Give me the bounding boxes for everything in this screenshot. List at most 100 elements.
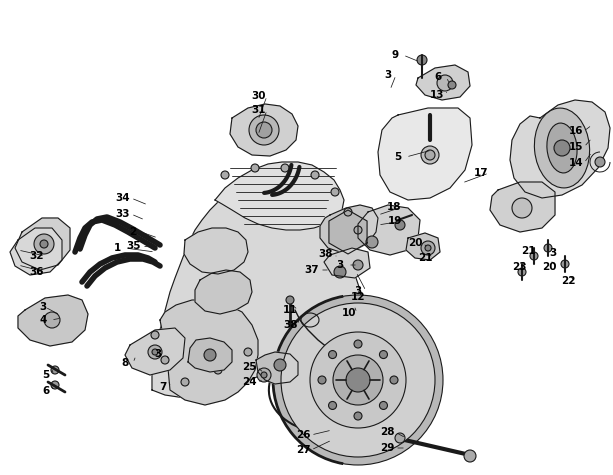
- Circle shape: [221, 171, 229, 179]
- Circle shape: [554, 140, 570, 156]
- Circle shape: [44, 312, 60, 328]
- Text: 24: 24: [242, 377, 256, 387]
- Circle shape: [344, 208, 352, 216]
- Circle shape: [40, 240, 48, 248]
- Text: 16: 16: [569, 126, 583, 136]
- Circle shape: [310, 332, 406, 428]
- Text: 23: 23: [512, 262, 526, 272]
- Circle shape: [249, 115, 279, 145]
- Circle shape: [425, 245, 431, 251]
- Text: 14: 14: [569, 158, 584, 168]
- Circle shape: [464, 450, 476, 462]
- Text: 9: 9: [392, 50, 398, 60]
- Circle shape: [395, 220, 405, 230]
- Text: 36: 36: [30, 267, 44, 277]
- Circle shape: [595, 157, 605, 167]
- Text: 19: 19: [388, 216, 402, 226]
- Circle shape: [561, 260, 569, 268]
- Circle shape: [333, 355, 383, 405]
- Text: 30: 30: [252, 91, 266, 101]
- Circle shape: [214, 366, 222, 374]
- Circle shape: [286, 296, 294, 304]
- Text: 3: 3: [549, 248, 557, 258]
- Circle shape: [273, 295, 443, 465]
- Polygon shape: [510, 100, 610, 198]
- Text: 35: 35: [127, 241, 141, 251]
- Polygon shape: [256, 352, 298, 384]
- Text: 29: 29: [380, 443, 394, 453]
- Text: 20: 20: [542, 262, 556, 272]
- Text: 15: 15: [569, 142, 583, 152]
- Circle shape: [421, 146, 439, 164]
- Circle shape: [340, 268, 348, 276]
- Text: 27: 27: [295, 445, 310, 455]
- Circle shape: [268, 353, 292, 377]
- Circle shape: [148, 345, 162, 359]
- Polygon shape: [160, 300, 258, 405]
- Circle shape: [417, 55, 427, 65]
- Circle shape: [311, 171, 319, 179]
- Text: 18: 18: [387, 202, 402, 212]
- Polygon shape: [329, 210, 367, 254]
- Circle shape: [34, 234, 54, 254]
- Text: 3: 3: [354, 286, 362, 296]
- Polygon shape: [416, 65, 470, 100]
- Text: 25: 25: [242, 362, 256, 372]
- Text: 22: 22: [561, 276, 575, 286]
- Circle shape: [329, 351, 337, 359]
- Polygon shape: [15, 218, 70, 270]
- Circle shape: [354, 226, 362, 234]
- Text: 21: 21: [417, 253, 432, 263]
- Polygon shape: [184, 228, 248, 274]
- Polygon shape: [490, 182, 555, 232]
- Circle shape: [281, 164, 289, 172]
- Circle shape: [281, 303, 435, 457]
- Ellipse shape: [547, 123, 577, 173]
- Circle shape: [425, 150, 435, 160]
- Circle shape: [257, 368, 271, 382]
- Polygon shape: [188, 338, 232, 372]
- Circle shape: [51, 366, 59, 374]
- Polygon shape: [230, 104, 298, 156]
- Circle shape: [395, 433, 405, 443]
- Text: 3: 3: [384, 70, 392, 80]
- Circle shape: [353, 260, 363, 270]
- Text: 2: 2: [129, 227, 137, 237]
- Circle shape: [379, 401, 387, 409]
- Circle shape: [354, 340, 362, 348]
- Polygon shape: [152, 188, 362, 398]
- Circle shape: [161, 356, 169, 364]
- Circle shape: [346, 368, 370, 392]
- Text: 28: 28: [379, 427, 394, 437]
- Circle shape: [530, 252, 538, 260]
- Circle shape: [274, 359, 286, 371]
- Text: 3: 3: [154, 349, 162, 359]
- Circle shape: [544, 244, 552, 252]
- Text: 33: 33: [116, 209, 130, 219]
- Circle shape: [318, 376, 326, 384]
- Circle shape: [390, 376, 398, 384]
- Text: 31: 31: [252, 105, 266, 115]
- Circle shape: [152, 349, 158, 355]
- Text: 4: 4: [39, 315, 47, 325]
- Circle shape: [518, 268, 526, 276]
- Polygon shape: [406, 233, 440, 260]
- Circle shape: [261, 372, 267, 378]
- Circle shape: [437, 75, 453, 91]
- Text: 20: 20: [408, 238, 422, 248]
- Circle shape: [421, 241, 435, 255]
- Circle shape: [244, 348, 252, 356]
- Circle shape: [379, 351, 387, 359]
- Circle shape: [251, 164, 259, 172]
- Circle shape: [331, 188, 339, 196]
- Text: 37: 37: [305, 265, 319, 275]
- Polygon shape: [358, 205, 420, 255]
- Polygon shape: [324, 248, 370, 278]
- Text: 38: 38: [284, 320, 299, 330]
- Text: 6: 6: [435, 72, 441, 82]
- Text: 3: 3: [39, 302, 47, 312]
- Text: 17: 17: [474, 168, 489, 178]
- Text: 10: 10: [342, 308, 356, 318]
- Circle shape: [256, 122, 272, 138]
- Circle shape: [366, 236, 378, 248]
